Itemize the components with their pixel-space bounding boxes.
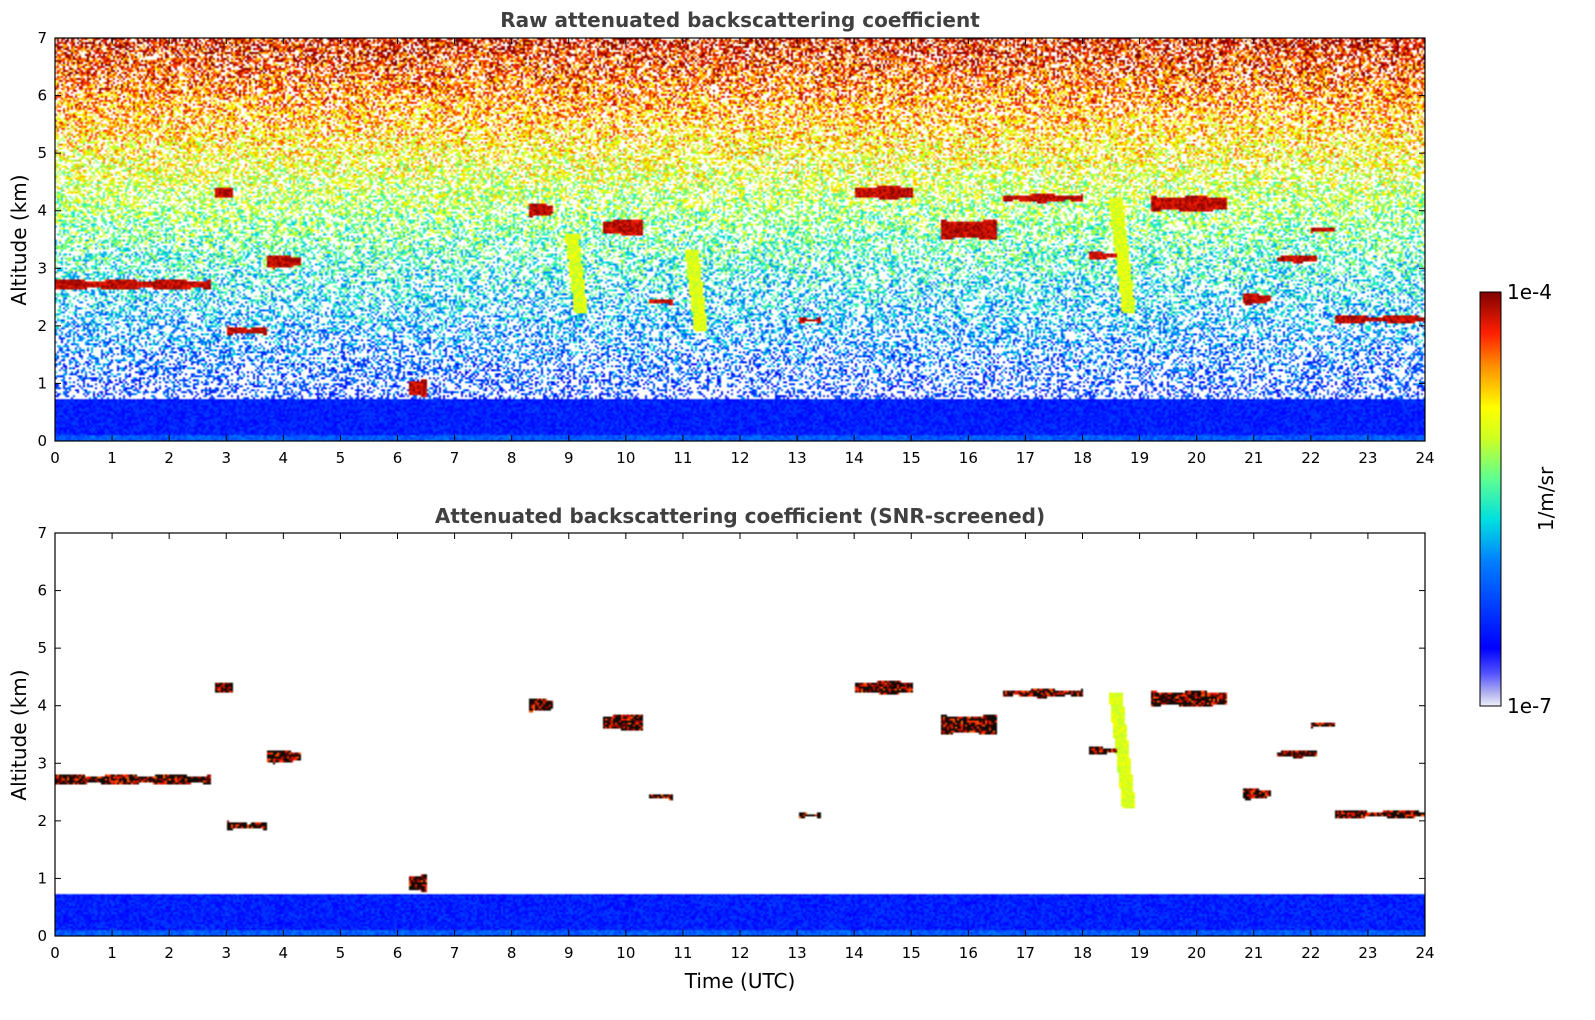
colorbar-gradient [1479, 291, 1502, 707]
y-tick-label: 2 [37, 317, 47, 335]
y-tick-label: 3 [37, 754, 47, 772]
x-tick-label: 9 [564, 944, 574, 962]
y-tick-label: 4 [37, 202, 47, 220]
y-tick-label: 3 [37, 259, 47, 277]
x-tick-label: 6 [393, 449, 403, 467]
colorbar: 1e-4 1e-7 1/m/sr [1479, 280, 1558, 718]
x-tick-label: 1 [107, 944, 117, 962]
chart-title: Raw attenuated backscattering coefficien… [500, 8, 980, 32]
heatmap-image [55, 38, 1425, 441]
y-tick-label: 0 [37, 927, 47, 945]
x-tick-label: 11 [673, 944, 692, 962]
x-tick-label: 0 [50, 944, 60, 962]
x-tick-label: 5 [336, 449, 346, 467]
y-tick-label: 4 [37, 697, 47, 715]
colorbar-label: 1/m/sr [1534, 466, 1558, 531]
x-tick-label: 20 [1187, 944, 1206, 962]
x-tick-label: 8 [507, 944, 517, 962]
colorbar-min-label: 1e-7 [1507, 694, 1552, 718]
x-tick-label: 11 [673, 449, 692, 467]
x-tick-label: 18 [1073, 449, 1092, 467]
x-tick-label: 17 [1016, 449, 1035, 467]
x-tick-label: 20 [1187, 449, 1206, 467]
x-tick-label: 15 [902, 944, 921, 962]
colorbar-max-label: 1e-4 [1507, 280, 1552, 304]
y-tick-label: 1 [37, 374, 47, 392]
x-tick-label: 3 [221, 944, 231, 962]
x-tick-label: 22 [1301, 944, 1320, 962]
x-tick-label: 22 [1301, 449, 1320, 467]
y-tick-label: 0 [37, 432, 47, 450]
x-tick-label: 1 [107, 449, 117, 467]
y-tick-label: 2 [37, 812, 47, 830]
chart-title: Attenuated backscattering coefficient (S… [435, 504, 1045, 528]
x-tick-label: 16 [959, 449, 978, 467]
x-tick-label: 3 [221, 449, 231, 467]
x-tick-label: 13 [788, 944, 807, 962]
y-tick-label: 6 [37, 582, 47, 600]
x-tick-label: 13 [788, 449, 807, 467]
x-axis-label: Time (UTC) [684, 969, 796, 993]
y-tick-label: 6 [37, 87, 47, 105]
x-tick-label: 14 [845, 944, 864, 962]
y-tick-label: 7 [37, 29, 47, 47]
y-axis-ticks: 0 1 2 3 4 5 6 7 [37, 524, 1425, 945]
panel-screened: Attenuated backscattering coefficient (S… [7, 504, 1435, 993]
y-axis-label: Altitude (km) [7, 174, 31, 305]
x-tick-label: 14 [845, 449, 864, 467]
y-tick-label: 1 [37, 869, 47, 887]
x-tick-label: 12 [730, 449, 749, 467]
y-axis-label: Altitude (km) [7, 669, 31, 800]
x-tick-label: 4 [279, 944, 289, 962]
x-tick-label: 10 [616, 449, 635, 467]
x-axis-ticks: 0 1 2 3 4 5 6 7 8 9 10 11 12 13 14 15 16 17 18 19 20 21 22 23 24 [50, 38, 1435, 467]
x-tick-label: 8 [507, 449, 517, 467]
x-tick-label: 24 [1415, 944, 1434, 962]
y-tick-label: 5 [37, 639, 47, 657]
x-tick-label: 16 [959, 944, 978, 962]
x-tick-label: 21 [1244, 944, 1263, 962]
panel-raw: Raw attenuated backscattering coefficien… [7, 8, 1435, 467]
x-tick-label: 24 [1415, 449, 1434, 467]
x-tick-label: 2 [164, 449, 174, 467]
x-tick-label: 7 [450, 944, 460, 962]
x-tick-label: 6 [393, 944, 403, 962]
x-tick-label: 23 [1358, 944, 1377, 962]
x-tick-label: 23 [1358, 449, 1377, 467]
x-tick-label: 19 [1130, 449, 1149, 467]
x-tick-label: 15 [902, 449, 921, 467]
x-tick-label: 18 [1073, 944, 1092, 962]
x-tick-label: 12 [730, 944, 749, 962]
x-tick-label: 19 [1130, 944, 1149, 962]
x-tick-label: 10 [616, 944, 635, 962]
y-tick-label: 7 [37, 524, 47, 542]
x-axis-ticks: 0 1 2 3 4 5 6 7 8 9 10 11 12 13 14 15 16 17 18 19 20 21 22 23 24 [50, 533, 1435, 962]
x-tick-label: 5 [336, 944, 346, 962]
x-tick-label: 9 [564, 449, 574, 467]
x-tick-label: 7 [450, 449, 460, 467]
x-tick-label: 0 [50, 449, 60, 467]
x-tick-label: 17 [1016, 944, 1035, 962]
y-tick-label: 5 [37, 144, 47, 162]
x-tick-label: 2 [164, 944, 174, 962]
heatmap-image [55, 533, 1425, 936]
x-tick-label: 4 [279, 449, 289, 467]
y-axis-ticks: 0 1 2 3 4 5 6 7 [37, 29, 1425, 450]
x-tick-label: 21 [1244, 449, 1263, 467]
